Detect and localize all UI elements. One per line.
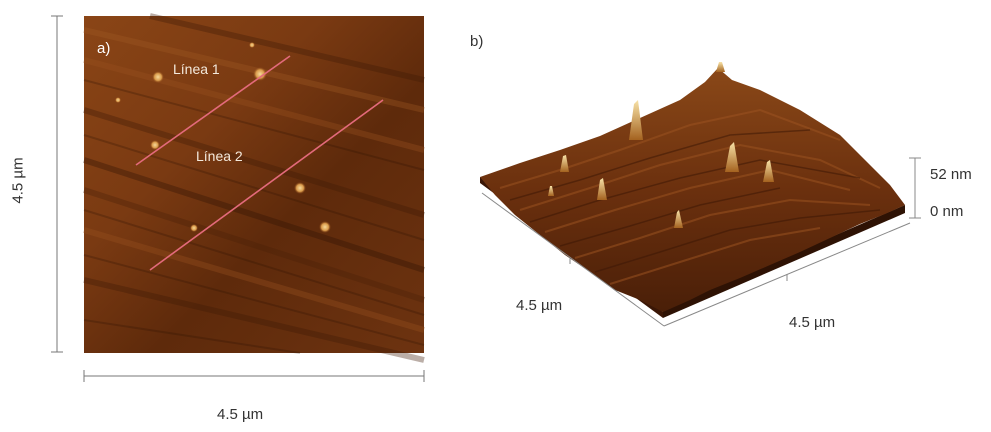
x-scale-bar (83, 370, 425, 382)
panel-a-label: a) (97, 40, 111, 57)
afm-surface-3d (480, 62, 905, 318)
afm-image-2d (83, 13, 425, 363)
line-2-label: Línea 2 (196, 148, 243, 164)
axis-right-label: 4.5 µm (789, 314, 836, 331)
z-scale-bar (909, 157, 921, 219)
line-1-label: Línea 1 (173, 61, 220, 77)
y-axis-label: 4.5 µm (9, 157, 27, 204)
profile-line-2 (149, 99, 384, 271)
axis-3d-right (663, 222, 911, 327)
z-max-label: 52 nm (930, 166, 972, 183)
axis-left-label: 4.5 µm (516, 297, 563, 314)
z-min-label: 0 nm (930, 203, 964, 220)
y-scale-bar (51, 15, 63, 353)
axis-3d-left (481, 192, 665, 327)
x-axis-label: 4.5 µm (217, 406, 264, 423)
profile-line-1 (135, 55, 291, 166)
panel-b-label: b) (470, 33, 484, 50)
